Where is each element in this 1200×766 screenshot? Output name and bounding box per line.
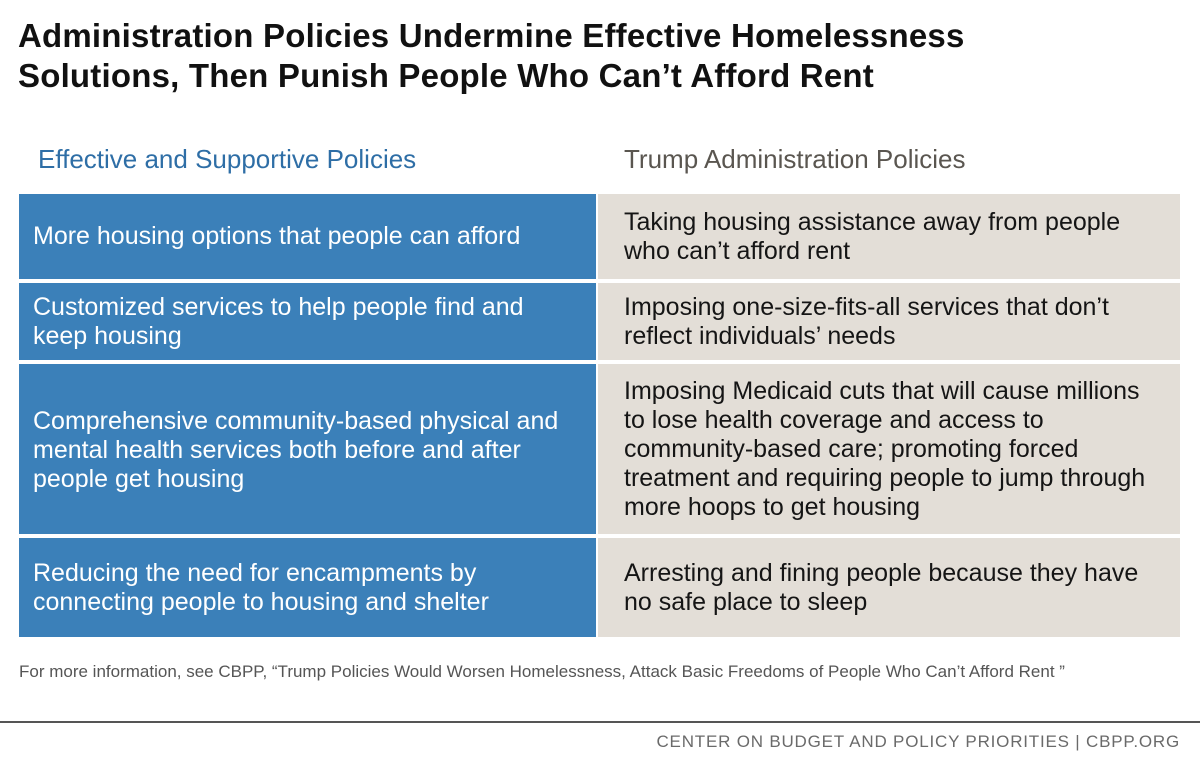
footer-divider — [0, 721, 1200, 723]
trump-policy-cell: Arresting and fining people because they… — [598, 538, 1180, 637]
trump-policy-cell: Taking housing assistance away from peop… — [598, 194, 1180, 279]
title-line-2: Solutions, Then Punish People Who Can’t … — [18, 57, 874, 94]
effective-policies-header: Effective and Supportive Policies — [38, 144, 417, 174]
effective-policy-cell: Reducing the need for encampments by con… — [19, 538, 596, 637]
effective-policy-cell: More housing options that people can aff… — [19, 194, 596, 279]
title-line-1: Administration Policies Undermine Effect… — [18, 17, 965, 54]
trump-policy-cell: Imposing Medicaid cuts that will cause m… — [598, 364, 1180, 534]
trump-policy-text: Taking housing assistance away from peop… — [624, 207, 1121, 265]
trump-policy-cell: Imposing one-size-fits-all services that… — [598, 283, 1180, 360]
effective-policy-cell: Comprehensive community-based physical a… — [19, 364, 596, 534]
trump-policy-text: Imposing Medicaid cuts that will cause m… — [624, 376, 1146, 521]
effective-policy-text: Customized services to help people find … — [33, 292, 524, 350]
trump-policy-text: Imposing one-size-fits-all services that… — [624, 292, 1109, 350]
effective-policy-cell: Customized services to help people find … — [19, 283, 596, 360]
effective-policy-text: Reducing the need for encampments by con… — [33, 558, 489, 616]
effective-policy-text: Comprehensive community-based physical a… — [33, 406, 559, 493]
source-credit: CENTER ON BUDGET AND POLICY PRIORITIES |… — [656, 732, 1180, 751]
footnote: For more information, see CBPP, “Trump P… — [19, 662, 1065, 681]
trump-policy-text: Arresting and fining people because they… — [624, 558, 1139, 616]
effective-policy-text: More housing options that people can aff… — [33, 222, 521, 250]
chart-title: Administration Policies Undermine Effect… — [18, 16, 1178, 96]
trump-policies-header: Trump Administration Policies — [624, 144, 966, 174]
